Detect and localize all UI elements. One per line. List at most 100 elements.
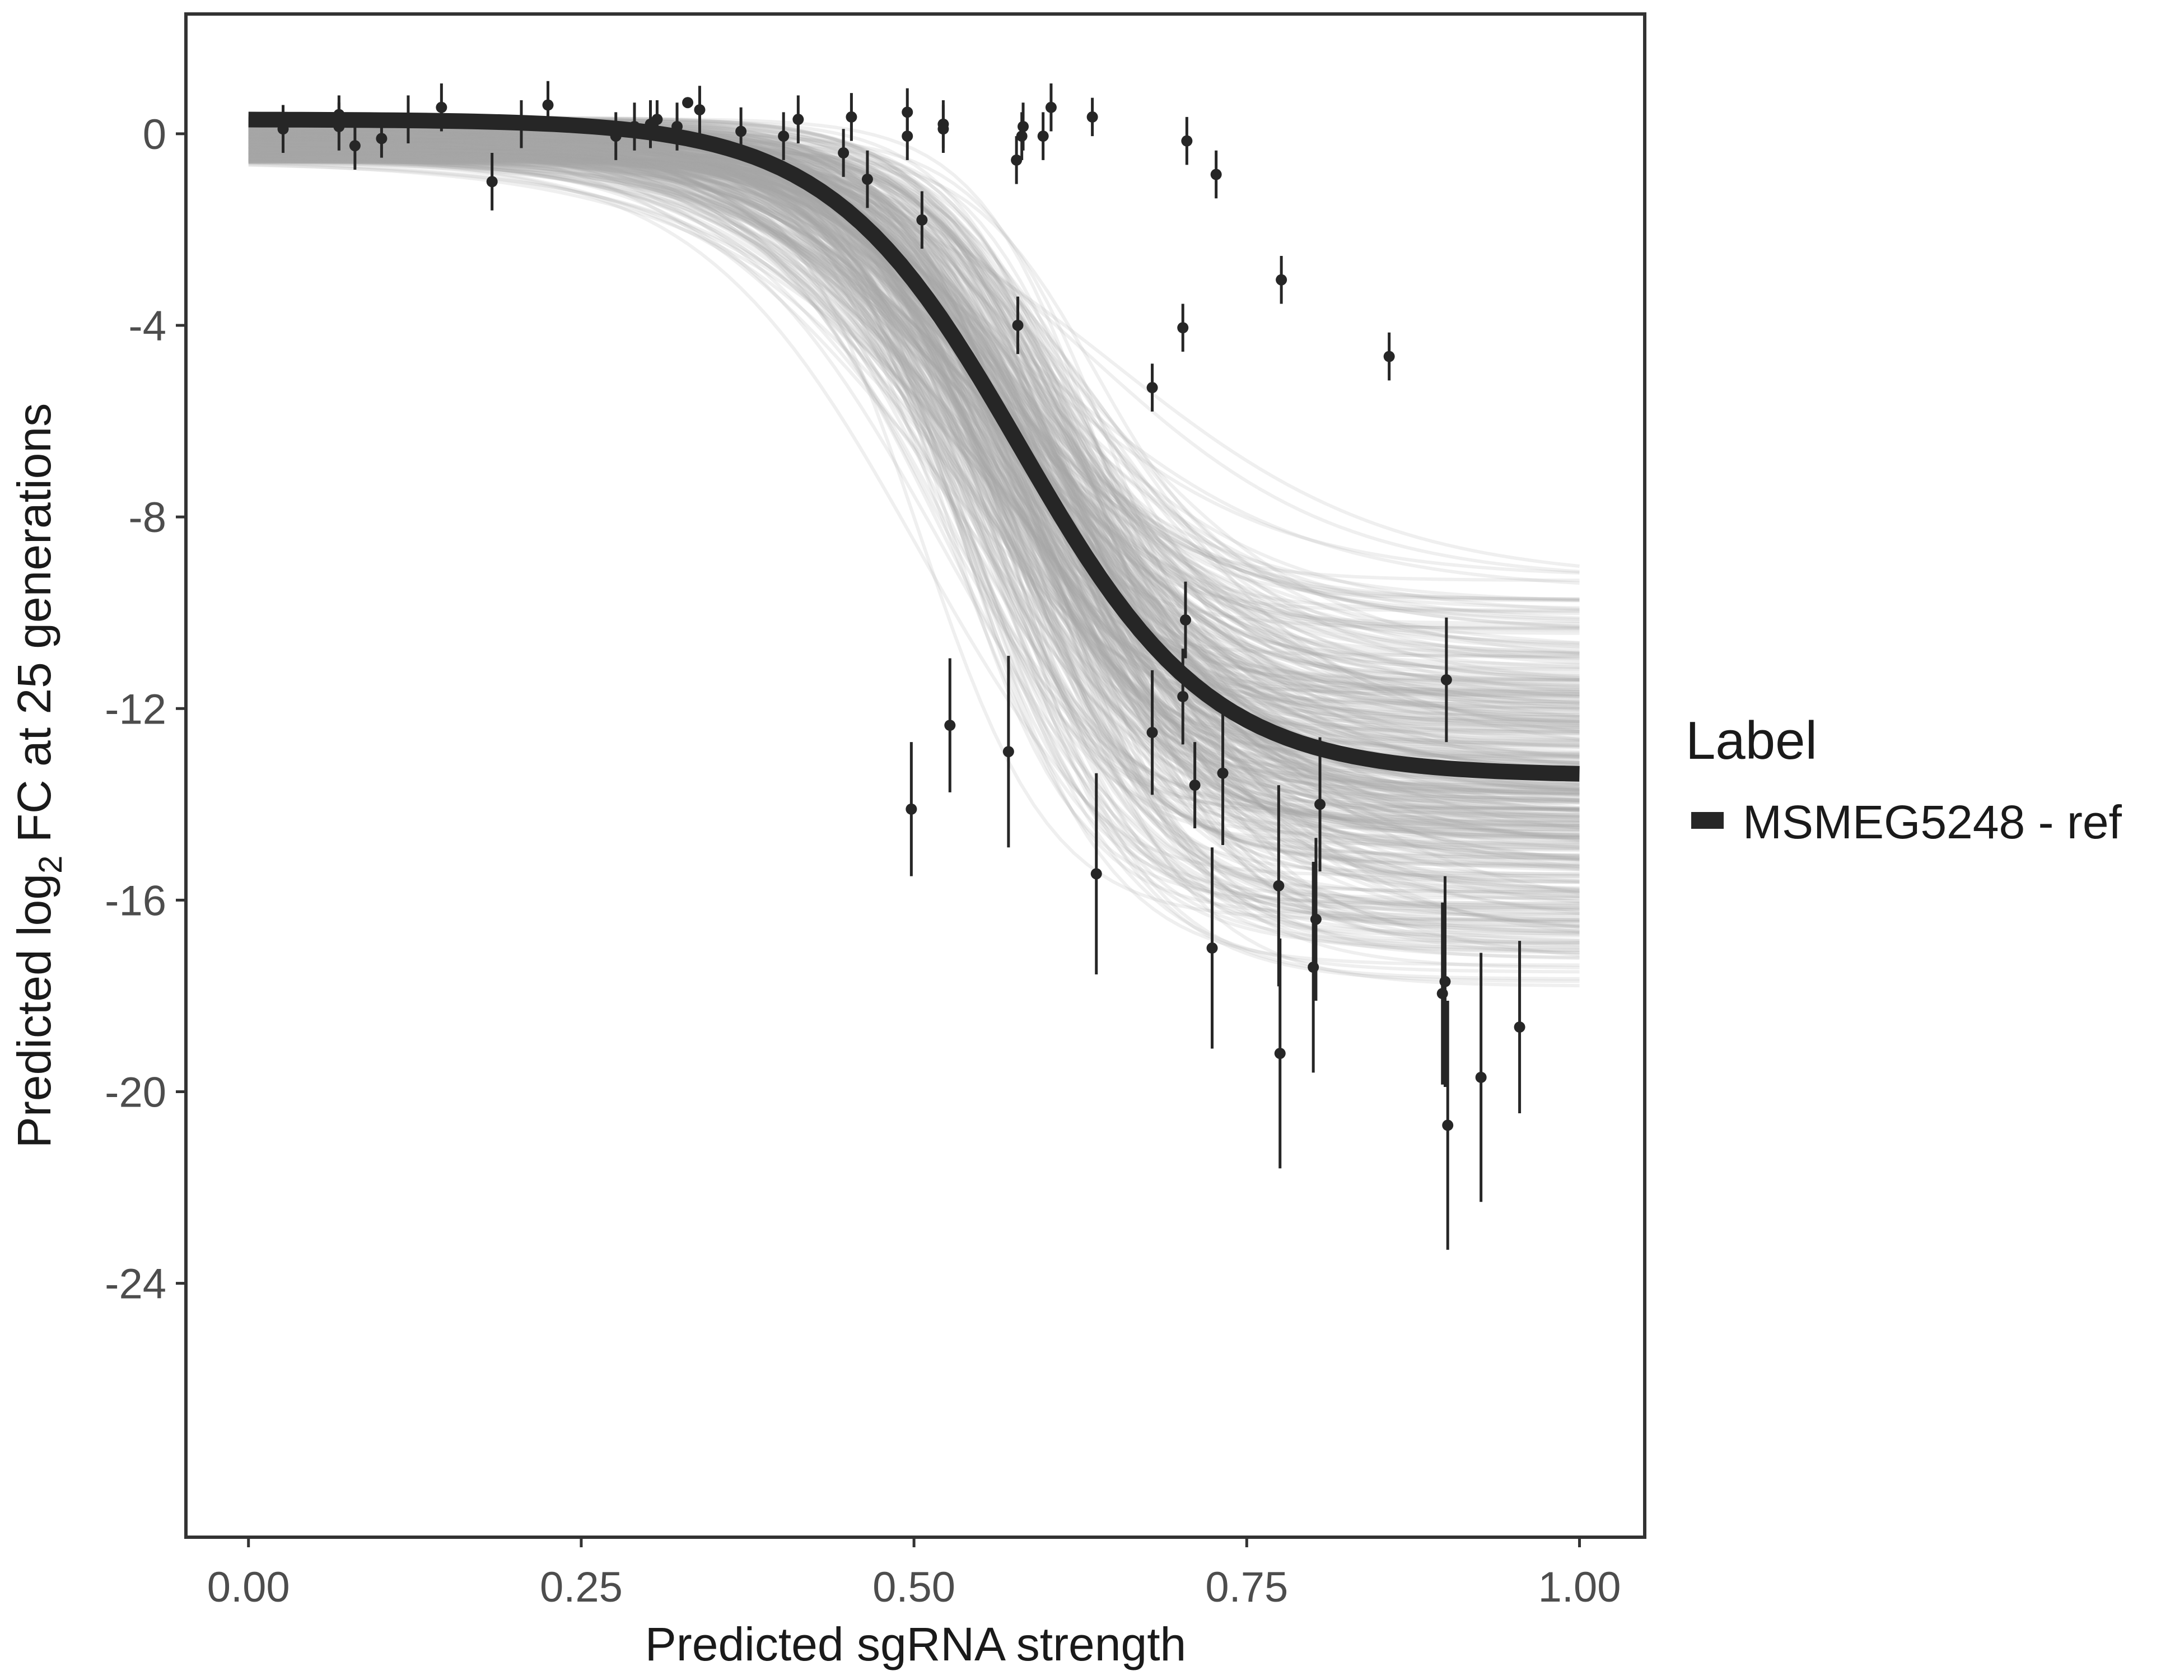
posterior-sample-line [248,150,1580,666]
data-point [694,104,706,116]
posterior-sample-line [248,138,1580,711]
posterior-sample-line [248,158,1580,944]
posterior-sample-line [248,136,1580,648]
data-point [1037,130,1049,142]
legend-key [1691,812,1724,829]
posterior-sample-line [248,136,1580,843]
posterior-sample-line [248,145,1580,930]
data-point [1276,274,1287,286]
posterior-sample-line [248,124,1580,705]
posterior-sample-line [248,157,1580,945]
posterior-sample-line [248,147,1580,837]
posterior-sample-line [248,140,1580,656]
data-point [1018,121,1029,133]
data-point [1210,169,1222,180]
data-point [902,130,913,142]
posterior-sample-line [248,151,1580,610]
posterior-sample-line [248,132,1580,683]
posterior-sample-line [248,118,1580,765]
data-point [1475,1071,1487,1083]
y-axis-title: Predicted log2 FC at 25 generations [8,403,69,1148]
x-tick-label: 0.75 [1205,1564,1288,1611]
posterior-sample-line [248,134,1580,907]
posterior-sample-line [248,158,1580,942]
posterior-sample-line [248,157,1580,981]
posterior-sample-line [248,138,1580,802]
posterior-sample-line [248,158,1580,857]
data-point [1314,799,1326,810]
posterior-sample-line [248,147,1580,655]
posterior-sample-line [248,147,1580,612]
posterior-sample-line [248,133,1580,680]
posterior-sample-line [248,136,1580,837]
y-axis: 0 -4 -8 -12 -16 -20 -24 [105,111,186,1308]
data-point [1090,868,1102,880]
y-tick-label: -24 [105,1261,166,1308]
posterior-sample-line [248,141,1580,819]
posterior-sample-line [248,160,1580,817]
posterior-sample-line [248,157,1580,723]
posterior-sample-line [248,134,1580,671]
posterior-sample-line [248,135,1580,928]
data-point [944,720,956,731]
legend-title: Label [1686,711,1817,771]
posterior-sample-line [248,157,1580,827]
posterior-sample-line [248,130,1580,891]
data-point [1310,913,1322,925]
posterior-sample-line [248,138,1580,861]
posterior-sample-line [248,141,1580,838]
posterior-sample-line [248,122,1580,895]
data-point [1206,942,1218,954]
posterior-sample-line [248,134,1580,731]
data-point [1181,135,1193,147]
data-point [1217,767,1229,779]
posterior-sample-line [248,160,1580,849]
posterior-sample-line [248,134,1580,927]
data-point [838,147,850,159]
posterior-sample-line [248,134,1580,778]
posterior-sample-line [248,139,1580,923]
posterior-sample-line [248,157,1580,735]
posterior-sample-line [248,142,1580,710]
posterior-sample-line [248,155,1580,957]
posterior-sample-line [248,157,1580,839]
posterior-sample-line [248,160,1580,791]
data-point [861,174,873,185]
posterior-sample-line [248,148,1580,892]
posterior-sample-line [248,151,1580,706]
y-tick-label: -20 [105,1069,166,1117]
posterior-sample-line [248,128,1580,832]
posterior-sample-line [248,142,1580,693]
posterior-sample-line [248,147,1580,974]
posterior-sample-line [248,145,1580,697]
posterior-sample-line [248,141,1580,794]
posterior-sample-line [248,144,1580,698]
posterior-sample-line [248,124,1580,813]
posterior-sample-line [248,158,1580,922]
posterior-sample-line [248,134,1580,788]
posterior-sample-line [248,158,1580,729]
posterior-sample-line [248,130,1580,777]
posterior-sample-line [248,136,1580,819]
posterior-sample-line [248,159,1580,933]
posterior-sample-line [248,136,1580,745]
posterior-sample-line [248,138,1580,942]
posterior-sample-line [248,151,1580,828]
posterior-sample-line [248,139,1580,810]
posterior-sample-line [248,158,1580,812]
posterior-sample-line [248,144,1580,690]
data-point [1086,111,1098,123]
posterior-sample-line [248,150,1580,635]
posterior-sample-line [248,133,1580,915]
posterior-sample-line [248,150,1580,916]
posterior-sample-line [248,130,1580,830]
posterior-sample-line [248,152,1580,721]
data-point [1440,674,1452,685]
posterior-sample-line [248,132,1580,704]
legend: Label MSMEG5248 - ref [1686,711,2122,848]
posterior-sample-line [248,143,1580,645]
x-tick-label: 1.00 [1538,1564,1621,1611]
data-point [436,101,447,113]
x-axis: 0.00 0.25 0.50 0.75 1.00 [207,1537,1621,1611]
posterior-sample-line [248,127,1580,860]
